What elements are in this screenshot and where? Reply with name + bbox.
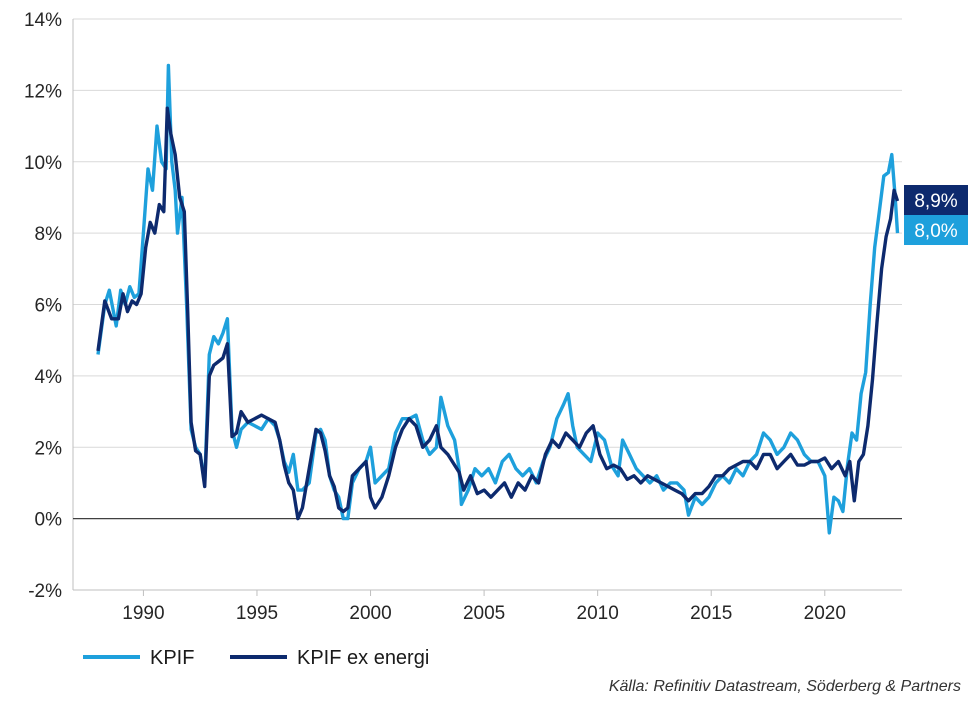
y-tick-label: 2% [35, 438, 63, 459]
end-label-kpif-ex-energi: 8,9% [904, 185, 968, 216]
end-label-kpif-text: 8,0% [914, 221, 957, 242]
grid-lines [73, 18, 902, 591]
source-note: Källa: Refinitiv Datastream, Söderberg &… [608, 678, 961, 695]
x-tick-label: 1990 [122, 603, 164, 624]
y-tick-label: 0% [35, 510, 63, 531]
x-tick-label: 2000 [349, 603, 391, 624]
end-value-labels: 8,9% 8,0% [904, 185, 968, 246]
y-tick-label: -2% [28, 581, 62, 602]
end-label-kpif: 8,0% [904, 215, 968, 246]
y-axis-tick-labels: -2% 0% 2% 4% 6% 8% 10% 12% 14% [24, 10, 62, 602]
x-tick-label: 2015 [690, 603, 732, 624]
x-tick-label: 2010 [577, 603, 619, 624]
x-tick-label: 2020 [804, 603, 846, 624]
legend-label-kpif-ex-energi: KPIF ex energi [297, 647, 429, 669]
y-tick-label: 4% [35, 367, 63, 388]
y-tick-label: 8% [35, 224, 63, 245]
y-tick-label: 12% [24, 81, 62, 102]
series-line-kpif-ex-energi [96, 106, 900, 521]
end-label-kpif-ex-energi-box [904, 185, 968, 216]
x-tick-label: 2005 [463, 603, 505, 624]
y-tick-label: 10% [24, 153, 62, 174]
legend-label-kpif: KPIF [150, 647, 194, 669]
end-label-kpif-box [904, 215, 968, 246]
legend: KPIF KPIF ex energi [83, 647, 429, 669]
series-lines [96, 63, 900, 535]
x-axis-tick-labels: 1990 1995 2000 2005 2010 2015 2020 [122, 603, 846, 624]
x-tick-label: 1995 [236, 603, 278, 624]
series-line-kpif [96, 63, 900, 535]
y-tick-label: 6% [35, 296, 63, 317]
axes [72, 19, 902, 596]
y-tick-label: 14% [24, 10, 62, 31]
end-label-kpif-ex-energi-text: 8,9% [914, 191, 957, 212]
